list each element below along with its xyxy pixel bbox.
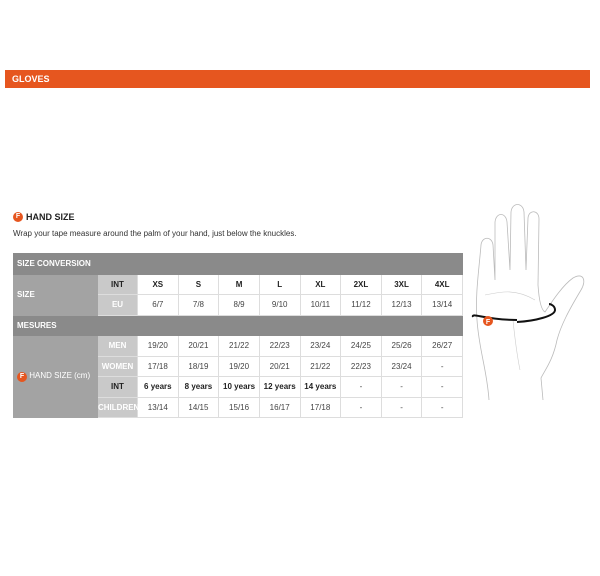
int-label: INT xyxy=(97,273,138,295)
cell: 25/26 xyxy=(380,335,423,357)
cell: XS xyxy=(137,273,179,295)
svg-text:F: F xyxy=(486,319,491,326)
cell: 21/22 xyxy=(299,355,342,377)
cell: - xyxy=(421,376,463,398)
cell: - xyxy=(380,396,423,418)
hand-size-description: Wrap your tape measure around the palm o… xyxy=(13,229,297,238)
cell: 14 years xyxy=(299,376,342,398)
cell: 2XL xyxy=(340,273,382,295)
cell: S xyxy=(177,273,220,295)
hand-measure-illustration: F xyxy=(471,204,585,401)
cell: 12/13 xyxy=(380,294,423,316)
f-badge-icon xyxy=(483,316,493,326)
gloves-header-bar: GLOVES xyxy=(5,70,590,88)
women-row: WOMEN 17/18 18/19 19/20 20/21 21/22 22/2… xyxy=(14,355,463,377)
cell: XL xyxy=(299,273,342,295)
cell: 12 years xyxy=(258,376,301,398)
hand-size-heading: F HAND SIZE xyxy=(13,212,75,222)
cell: 6 years xyxy=(137,376,179,398)
cell: - xyxy=(421,355,463,377)
cell: 7/8 xyxy=(177,294,220,316)
cell: 22/23 xyxy=(258,335,301,357)
cell: 13/14 xyxy=(137,396,179,418)
palm-crease xyxy=(484,291,536,371)
hand-outline xyxy=(476,204,585,401)
cell: 16/17 xyxy=(258,396,301,418)
cell: - xyxy=(340,396,382,418)
men-label: MEN xyxy=(97,335,138,357)
cell: 9/10 xyxy=(258,294,301,316)
cell: 3XL xyxy=(380,273,423,295)
cell: 4XL xyxy=(421,273,463,295)
children-int-row: INT 6 years 8 years 10 years 12 years 14… xyxy=(14,376,463,398)
cell: 6/7 xyxy=(137,294,179,316)
mesures-header: MESURES xyxy=(13,314,463,336)
cell: 8/9 xyxy=(218,294,260,316)
cell: - xyxy=(380,376,423,398)
cell: 10 years xyxy=(218,376,260,398)
cell: M xyxy=(218,273,260,295)
children-row: CHILDREN 13/14 14/15 15/16 16/17 17/18 -… xyxy=(14,396,463,418)
cell: 14/15 xyxy=(177,396,220,418)
f-badge-icon: F xyxy=(13,212,23,222)
cell: 20/21 xyxy=(177,335,220,357)
women-label: WOMEN xyxy=(97,355,138,377)
cell: 15/16 xyxy=(218,396,260,418)
tape-measure-band xyxy=(471,303,557,323)
cell: 18/19 xyxy=(177,355,220,377)
cell: 10/11 xyxy=(299,294,342,316)
hand-size-cm-label: F HAND SIZE (cm) xyxy=(13,335,98,418)
cell: 19/20 xyxy=(137,335,179,357)
cell: 13/14 xyxy=(421,294,463,316)
cell: - xyxy=(421,396,463,418)
cell: 21/22 xyxy=(218,335,260,357)
int-size-row: SIZE INT XS S M L XL 2XL 3XL 4XL xyxy=(13,273,463,316)
cell: 8 years xyxy=(177,376,220,398)
cell: 22/23 xyxy=(340,355,382,377)
size-conversion-header: SIZE CONVERSION xyxy=(13,253,463,275)
cell: 17/18 xyxy=(137,355,179,377)
cell: 20/21 xyxy=(258,355,301,377)
cell: L xyxy=(258,273,301,295)
cell: 23/24 xyxy=(380,355,423,377)
cell: 19/20 xyxy=(218,355,260,377)
f-badge-icon: F xyxy=(17,372,27,382)
men-row: F HAND SIZE (cm) MEN 19/20 20/21 21/22 2… xyxy=(13,335,463,418)
children-int-label: INT xyxy=(97,376,138,398)
cell: 23/24 xyxy=(299,335,342,357)
cell: 17/18 xyxy=(299,396,342,418)
cell: 26/27 xyxy=(421,335,463,357)
hand-size-title: HAND SIZE xyxy=(26,212,75,222)
cell: - xyxy=(340,376,382,398)
size-label: SIZE xyxy=(13,273,98,316)
size-table: SIZE CONVERSION SIZE INT XS S M L XL 2XL… xyxy=(13,253,463,418)
eu-label: EU xyxy=(97,294,138,316)
cell: 24/25 xyxy=(340,335,382,357)
cell: 11/12 xyxy=(340,294,382,316)
children-label: CHILDREN xyxy=(97,396,139,418)
